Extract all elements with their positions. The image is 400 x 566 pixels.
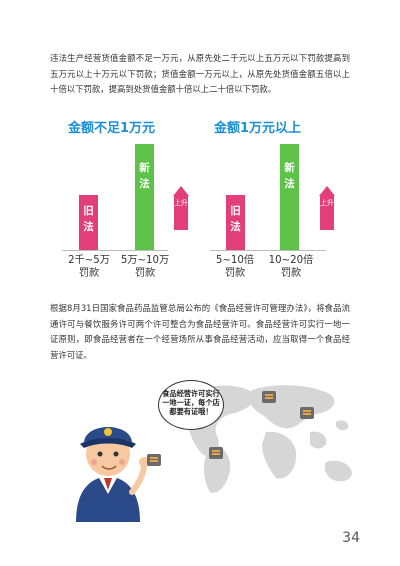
shop-pin-icon: [300, 407, 314, 419]
speech-bubble: 食品经营许可实行 一地一证，每个店 都要有证哦！: [158, 380, 224, 430]
arrow-label: 上升: [320, 196, 334, 230]
shop-pin-icon: [262, 391, 276, 403]
new-label-range: 5万~10万: [120, 255, 170, 266]
old-label-unit: 罚款: [224, 268, 246, 279]
chart-right-baseline: [210, 250, 326, 251]
old-label-unit: 罚款: [78, 268, 100, 279]
new-bar-char-1: 新: [139, 162, 150, 174]
license-paragraph: 根据8月31日国家食品药品监管总局公布的《食品经营许可管理办法》，将食品流通许可…: [50, 303, 350, 360]
arrow-up-icon: [319, 186, 335, 196]
new-bar-char-2: 法: [139, 178, 150, 190]
chart-left-title: 金额不足1万元: [68, 121, 156, 136]
bubble-line-3: 都要有证哦！: [169, 407, 213, 416]
chart-left-old-label: 2千~5万 罚款: [60, 254, 118, 280]
bubble-line-1: 食品经营许可实行: [162, 389, 220, 398]
chart-right-old-bar: 旧 法: [226, 195, 245, 250]
intro-paragraph: 违法生产经营货值金额不足一万元，从原先处二千元以上五万元以下罚款提高到五万元以上…: [50, 53, 350, 95]
arrow-label: 上升: [174, 196, 188, 230]
chart-right-title: 金额1万元以上: [214, 121, 302, 136]
inspector-mascot: [76, 427, 149, 522]
new-bar-char-2: 法: [284, 178, 295, 190]
chart-right-up-arrow: 上升: [319, 186, 335, 230]
page-number: 34: [342, 530, 360, 546]
new-label-unit: 罚款: [280, 268, 302, 279]
chart-left-up-arrow: 上升: [173, 186, 189, 230]
shop-pin-icon: [147, 454, 161, 466]
old-label-range: 2千~5万: [68, 255, 110, 266]
new-label-unit: 罚款: [134, 268, 156, 279]
chart-left-new-bar: 新 法: [135, 144, 154, 250]
old-bar-char-1: 旧: [83, 205, 94, 217]
bubble-line-2: 一地一证，每个店: [162, 398, 220, 407]
chart-right-new-bar: 新 法: [280, 144, 299, 250]
chart-left-old-bar: 旧 法: [79, 195, 98, 250]
new-bar-char-1: 新: [284, 162, 295, 174]
chart-left-new-label: 5万~10万 罚款: [115, 254, 175, 280]
arrow-up-icon: [173, 186, 189, 196]
old-bar-char-1: 旧: [230, 205, 241, 217]
old-bar-char-2: 法: [230, 221, 241, 233]
chart-right-old-label: 5~10倍 罚款: [206, 254, 264, 280]
new-label-range: 10~20倍: [268, 255, 314, 266]
chart-right-new-label: 10~20倍 罚款: [260, 254, 322, 280]
chart-left-baseline: [62, 250, 168, 251]
old-label-range: 5~10倍: [215, 255, 255, 266]
shop-pin-icon: [209, 447, 223, 459]
old-bar-char-2: 法: [83, 221, 94, 233]
